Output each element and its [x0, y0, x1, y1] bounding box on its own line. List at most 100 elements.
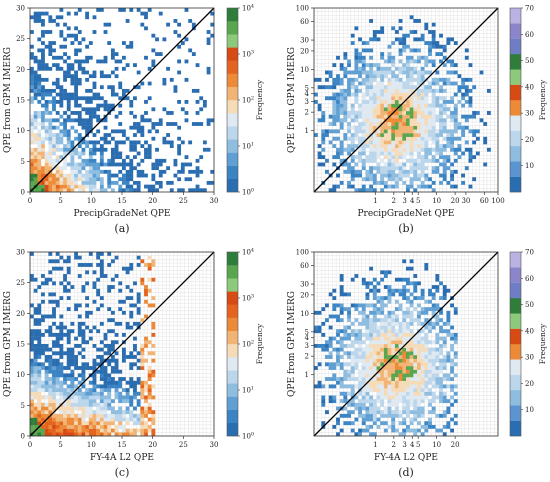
- heatmap-cell: [37, 310, 42, 315]
- heatmap-cell: [88, 41, 93, 45]
- x-tick-label: 3: [402, 197, 406, 205]
- heatmap-cell: [420, 169, 425, 174]
- heatmap-cell: [66, 307, 71, 312]
- heatmap-cell: [391, 63, 396, 68]
- heatmap-cell: [155, 162, 159, 167]
- heatmap-cell: [376, 377, 381, 381]
- y-tick-label: 15: [16, 341, 25, 349]
- heatmap-cell: [125, 169, 130, 174]
- heatmap-cell: [354, 52, 359, 56]
- heatmap-cell: [358, 351, 362, 356]
- heatmap-cell: [88, 118, 93, 123]
- heatmap-cell: [398, 122, 403, 126]
- heatmap-cell: [398, 377, 403, 381]
- heatmap-cell: [354, 332, 359, 337]
- heatmap-cell: [387, 166, 392, 171]
- heatmap-cell: [99, 136, 104, 141]
- heatmap-cell: [317, 310, 322, 315]
- heatmap-cell: [321, 402, 326, 407]
- heatmap-cell: [383, 151, 388, 156]
- heatmap-cell: [77, 432, 82, 437]
- heatmap-cell: [486, 111, 491, 115]
- heatmap-cell: [439, 125, 443, 130]
- heatmap-cell: [376, 281, 381, 286]
- heatmap-cell: [30, 369, 34, 374]
- heatmap-cell: [77, 351, 82, 356]
- heatmap-cell: [402, 347, 407, 352]
- heatmap-cell: [107, 158, 112, 163]
- heatmap-cell: [409, 70, 414, 75]
- heatmap-cell: [376, 169, 381, 174]
- heatmap-cell: [96, 347, 101, 352]
- heatmap-cell: [409, 347, 414, 352]
- heatmap-cell: [59, 184, 64, 189]
- heatmap-cell: [406, 140, 410, 145]
- heatmap-cell: [114, 388, 119, 392]
- heatmap-cell: [343, 111, 348, 115]
- heatmap-cell: [372, 380, 377, 385]
- heatmap-cell: [361, 129, 366, 134]
- heatmap-cell: [37, 307, 42, 312]
- heatmap-cell: [380, 92, 385, 97]
- heatmap-cell: [394, 347, 399, 352]
- heatmap-cell: [122, 395, 126, 400]
- heatmap-cell: [417, 355, 421, 359]
- heatmap-cell: [63, 166, 67, 171]
- heatmap-cell: [66, 133, 71, 137]
- heatmap-cell: [350, 144, 355, 148]
- heatmap-cell: [409, 292, 414, 297]
- heatmap-cell: [177, 151, 182, 156]
- heatmap-cell: [92, 391, 97, 396]
- heatmap-cell: [317, 384, 322, 389]
- heatmap-cell: [110, 369, 115, 374]
- heatmap-cell: [70, 118, 75, 123]
- heatmap-cell: [446, 144, 451, 148]
- heatmap-cell: [77, 96, 82, 101]
- heatmap-cell: [88, 177, 93, 182]
- heatmap-cell: [439, 162, 443, 167]
- heatmap-cell: [387, 158, 392, 163]
- heatmap-cell: [439, 147, 443, 152]
- heatmap-cell: [37, 15, 42, 20]
- heatmap-cell: [103, 140, 108, 145]
- heatmap-cell: [30, 96, 34, 101]
- heatmap-cell: [30, 395, 34, 400]
- heatmap-cell: [30, 336, 34, 341]
- heatmap-cell: [37, 366, 42, 370]
- heatmap-cell: [122, 266, 126, 271]
- heatmap-cell: [380, 26, 385, 31]
- heatmap-cell: [336, 417, 340, 422]
- heatmap-cell: [428, 88, 432, 93]
- heatmap-cell: [77, 388, 82, 392]
- heatmap-cell: [210, 169, 215, 174]
- x-tick-label: 25: [179, 441, 188, 449]
- heatmap-cell: [417, 296, 421, 300]
- heatmap-cell: [402, 329, 407, 334]
- heatmap-cell: [398, 399, 403, 404]
- heatmap-cell: [402, 111, 407, 115]
- heatmap-cell: [52, 63, 56, 68]
- heatmap-cell: [66, 129, 71, 134]
- heatmap-cell: [358, 377, 362, 381]
- heatmap-cell: [358, 347, 362, 352]
- heatmap-cell: [428, 388, 432, 392]
- heatmap-cell: [88, 310, 93, 315]
- heatmap-cell: [122, 399, 126, 404]
- heatmap-cell: [110, 406, 115, 411]
- heatmap-cell: [74, 366, 78, 370]
- heatmap-cell: [140, 318, 145, 323]
- heatmap-cell: [41, 314, 45, 319]
- heatmap-cell: [314, 344, 318, 348]
- heatmap-cell: [383, 129, 388, 134]
- heatmap-cell: [387, 162, 392, 167]
- heatmap-cell: [81, 424, 86, 429]
- heatmap-cell: [96, 107, 101, 112]
- heatmap-cell: [129, 144, 134, 148]
- heatmap-cell: [424, 347, 429, 352]
- x-tick-label: 2: [392, 441, 396, 449]
- heatmap-cell: [420, 88, 425, 93]
- heatmap-cell: [361, 81, 366, 86]
- heatmap-cell: [417, 155, 421, 160]
- heatmap-cell: [402, 314, 407, 319]
- heatmap-cell: [99, 428, 104, 433]
